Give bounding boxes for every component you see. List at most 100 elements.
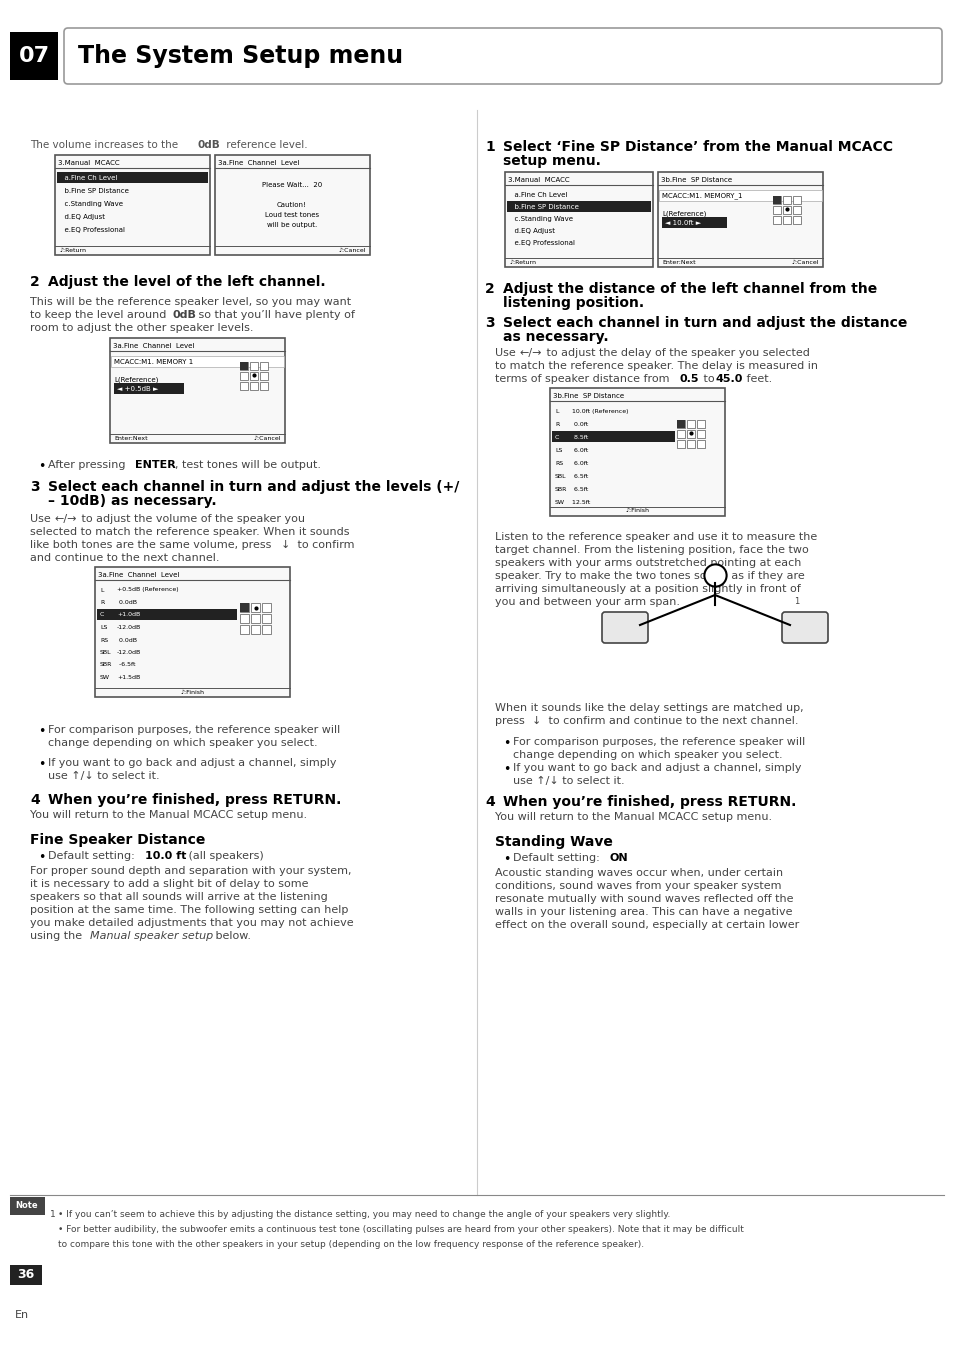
Text: ◄ +0.5dB ►: ◄ +0.5dB ► <box>117 386 158 392</box>
Bar <box>697 439 704 448</box>
Text: 1: 1 <box>793 597 799 607</box>
Text: d.EQ Adjust: d.EQ Adjust <box>510 228 555 233</box>
Text: Enter:Next: Enter:Next <box>113 435 148 441</box>
Bar <box>262 603 271 612</box>
Text: 6.5ft: 6.5ft <box>569 474 588 479</box>
Text: L(Reference): L(Reference) <box>661 210 705 217</box>
Text: to adjust the delay of the speaker you selected: to adjust the delay of the speaker you s… <box>542 348 809 359</box>
Bar <box>97 609 236 620</box>
Text: +0.5dB (Reference): +0.5dB (Reference) <box>117 588 178 593</box>
Text: so that you’ll have plenty of: so that you’ll have plenty of <box>194 310 355 319</box>
Text: to confirm and continue to the next channel.: to confirm and continue to the next chan… <box>544 716 798 727</box>
Text: Fine Speaker Distance: Fine Speaker Distance <box>30 833 205 847</box>
Text: you make detailed adjustments that you may not achieve: you make detailed adjustments that you m… <box>30 918 354 927</box>
Text: SBL: SBL <box>100 650 112 655</box>
Text: You will return to the Manual MCACC setup menu.: You will return to the Manual MCACC setu… <box>30 810 307 820</box>
Text: Default setting:: Default setting: <box>513 853 602 863</box>
Text: 4: 4 <box>484 795 495 809</box>
Text: 1: 1 <box>484 140 495 154</box>
Text: L: L <box>555 408 558 414</box>
Text: walls in your listening area. This can have a negative: walls in your listening area. This can h… <box>495 907 792 917</box>
Bar <box>260 381 268 390</box>
Text: effect on the overall sound, especially at certain lower: effect on the overall sound, especially … <box>495 919 799 930</box>
Bar <box>10 1197 45 1215</box>
Text: like both tones are the same volume, press: like both tones are the same volume, pre… <box>30 541 274 550</box>
Text: e.EQ Professional: e.EQ Professional <box>510 240 575 245</box>
Text: room to adjust the other speaker levels.: room to adjust the other speaker levels. <box>30 324 253 333</box>
Text: ♪:Cancel: ♪:Cancel <box>253 435 281 441</box>
Text: 0dB: 0dB <box>198 140 220 150</box>
Bar <box>677 421 684 429</box>
Text: ♪:Return: ♪:Return <box>59 248 86 252</box>
FancyBboxPatch shape <box>110 338 285 443</box>
Text: ♪:Cancel: ♪:Cancel <box>338 248 366 252</box>
Text: • If you can’t seem to achieve this by adjusting the distance setting, you may n: • If you can’t seem to achieve this by a… <box>58 1211 670 1219</box>
Bar <box>677 439 684 448</box>
Text: 45.0: 45.0 <box>716 373 742 384</box>
Text: will be output.: will be output. <box>267 222 316 228</box>
Text: The volume increases to the: The volume increases to the <box>30 140 181 150</box>
FancyBboxPatch shape <box>550 388 724 516</box>
Text: Adjust the level of the left channel.: Adjust the level of the left channel. <box>48 275 325 288</box>
Bar <box>250 372 257 380</box>
Bar <box>250 363 257 369</box>
Text: Enter:Next: Enter:Next <box>661 260 695 264</box>
Bar <box>260 372 268 380</box>
Text: below.: below. <box>212 931 251 941</box>
Text: MCACC:M1. MEMORY 1: MCACC:M1. MEMORY 1 <box>113 359 193 365</box>
Text: 2: 2 <box>30 275 40 288</box>
Text: •: • <box>502 853 510 865</box>
Text: SBL: SBL <box>555 474 566 479</box>
FancyBboxPatch shape <box>214 155 370 255</box>
Text: speakers with your arms outstretched pointing at each: speakers with your arms outstretched poi… <box>495 558 801 568</box>
Bar <box>251 613 260 623</box>
Bar <box>677 421 684 429</box>
Text: Please Wait...  20: Please Wait... 20 <box>262 182 322 187</box>
Text: and continue to the next channel.: and continue to the next channel. <box>30 553 219 563</box>
Text: 0.0dB: 0.0dB <box>117 600 137 605</box>
Text: -12.0dB: -12.0dB <box>117 650 141 655</box>
Text: Select ‘Fine SP Distance’ from the Manual MCACC: Select ‘Fine SP Distance’ from the Manua… <box>502 140 892 154</box>
Bar <box>240 613 249 623</box>
Text: speaker. Try to make the two tones sound as if they are: speaker. Try to make the two tones sound… <box>495 572 804 581</box>
Text: arriving simultaneously at a position slightly in front of: arriving simultaneously at a position sl… <box>495 584 800 594</box>
Text: R: R <box>100 600 104 605</box>
Text: b.Fine SP Distance: b.Fine SP Distance <box>510 204 578 209</box>
Bar <box>262 625 271 634</box>
Text: 0dB: 0dB <box>172 310 196 319</box>
Text: If you want to go back and adjust a channel, simply: If you want to go back and adjust a chan… <box>513 763 801 772</box>
Text: LS: LS <box>555 448 561 453</box>
Text: 07: 07 <box>18 46 50 66</box>
Text: Caution!: Caution! <box>276 202 307 208</box>
Bar <box>113 383 184 394</box>
Bar <box>240 363 248 369</box>
Bar <box>240 603 249 612</box>
Text: to keep the level around: to keep the level around <box>30 310 170 319</box>
Text: ON: ON <box>609 853 628 863</box>
Bar <box>792 206 801 214</box>
Bar <box>552 431 675 442</box>
Text: Loud test tones: Loud test tones <box>265 212 318 218</box>
Text: ◄ 10.0ft ►: ◄ 10.0ft ► <box>664 220 700 226</box>
Text: -12.0dB: -12.0dB <box>117 625 141 630</box>
Text: Standing Wave: Standing Wave <box>495 834 612 849</box>
Text: For proper sound depth and separation with your system,: For proper sound depth and separation wi… <box>30 865 351 876</box>
Text: +1.0dB: +1.0dB <box>117 612 140 617</box>
Bar <box>260 363 268 369</box>
Text: use ↑/↓ to select it.: use ↑/↓ to select it. <box>513 776 624 786</box>
Text: b.Fine SP Distance: b.Fine SP Distance <box>60 189 129 194</box>
Text: c.Standing Wave: c.Standing Wave <box>510 216 573 221</box>
Text: to adjust the volume of the speaker you: to adjust the volume of the speaker you <box>78 514 305 524</box>
Text: C: C <box>555 435 558 439</box>
Bar <box>240 381 248 390</box>
Text: it is necessary to add a slight bit of delay to some: it is necessary to add a slight bit of d… <box>30 879 308 888</box>
Text: reference level.: reference level. <box>223 140 307 150</box>
Text: to: to <box>700 373 718 384</box>
Text: MCACC:M1. MEMORY_1: MCACC:M1. MEMORY_1 <box>661 193 741 200</box>
Text: SW: SW <box>100 675 110 679</box>
Text: SW: SW <box>555 500 564 506</box>
Bar <box>10 1264 42 1285</box>
Bar <box>240 363 248 369</box>
Text: setup menu.: setup menu. <box>502 154 600 168</box>
Text: 6.5ft: 6.5ft <box>569 487 588 492</box>
